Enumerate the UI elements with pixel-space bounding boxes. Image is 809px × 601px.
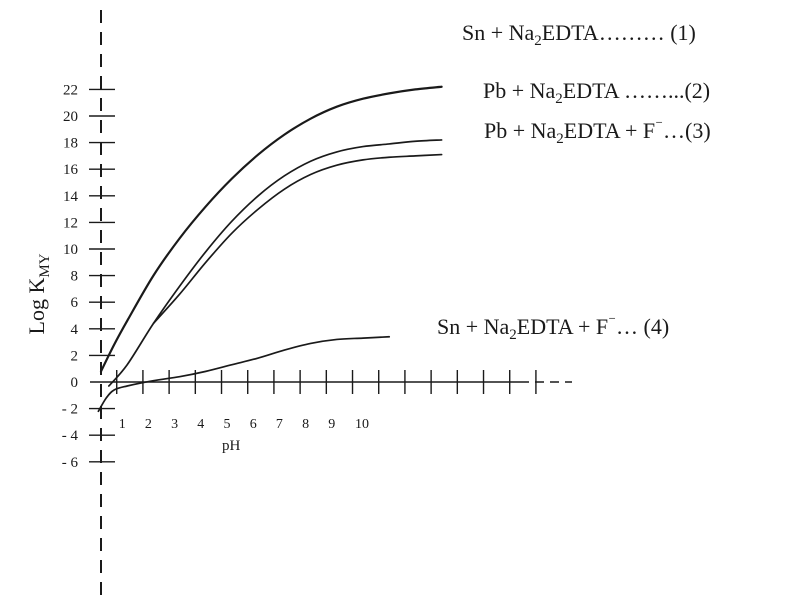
series-label-3: Pb + Na2EDTA + F⁻…(3) xyxy=(484,118,711,147)
series-label-part: EDTA ……...(2) xyxy=(563,78,710,103)
series-label-part: … (4) xyxy=(616,314,669,339)
y-tick-label: 6 xyxy=(71,295,79,311)
y-tick-label: 22 xyxy=(63,82,78,98)
y-tick-label: 20 xyxy=(63,109,78,125)
series-label-part: 2 xyxy=(555,91,563,107)
x-tick-label: 7 xyxy=(276,417,283,432)
y-tick-label: 14 xyxy=(63,189,79,205)
y-tick-label: 0 xyxy=(71,375,79,391)
series-label-part: Sn + Na xyxy=(437,314,510,339)
x-axis-label: pH xyxy=(222,438,241,454)
series-label-part: …(3) xyxy=(663,118,711,143)
axes xyxy=(90,10,572,601)
series-label-part: 2 xyxy=(509,327,517,343)
series-label-part: ⁻ xyxy=(655,118,663,134)
x-tick-label: 4 xyxy=(197,417,204,432)
series-label-part: EDTA + F xyxy=(517,314,608,339)
y-axis-label-sub: MY xyxy=(37,253,53,277)
y-tick-label: 4 xyxy=(71,322,79,338)
series-label-part: EDTA + F xyxy=(564,118,655,143)
x-tick-label: 9 xyxy=(328,417,335,432)
series-label-part: Pb + Na xyxy=(483,78,556,103)
x-tick-label: 1 xyxy=(119,417,126,432)
series-line-3 xyxy=(152,153,443,325)
x-tick-label: 6 xyxy=(250,417,257,432)
y-tick-label: - 4 xyxy=(62,428,79,444)
series-label-4: Sn + Na2EDTA + F⁻… (4) xyxy=(437,314,669,343)
y-tick-label: 18 xyxy=(63,136,78,152)
series-label-part: Pb + Na xyxy=(484,118,557,143)
y-tick-label: - 2 xyxy=(62,402,78,418)
series-label-part: 2 xyxy=(556,131,564,147)
x-tick-label: 5 xyxy=(224,417,231,432)
y-tick-label: - 6 xyxy=(62,455,79,471)
series-lines xyxy=(97,85,443,413)
series-label-1: Sn + Na2EDTA……… (1) xyxy=(462,20,696,49)
y-tick-label: 10 xyxy=(63,242,78,258)
series-line-1 xyxy=(99,85,443,373)
y-axis-label-main: Log K xyxy=(24,278,49,335)
x-tick-label: 8 xyxy=(302,417,309,432)
y-axis-label: Log KMY xyxy=(24,253,53,334)
y-tick-label: 2 xyxy=(71,348,79,364)
x-tick-label: 3 xyxy=(171,417,178,432)
x-tick-label: 2 xyxy=(145,417,152,432)
series-label-part: 2 xyxy=(534,33,542,49)
series-line-4 xyxy=(97,335,391,413)
series-line-2 xyxy=(108,139,443,387)
y-tick-label: 8 xyxy=(71,269,79,285)
series-label-part: ⁻ xyxy=(608,314,616,330)
series-label-part: EDTA……… (1) xyxy=(542,20,696,45)
series-label-2: Pb + Na2EDTA ……...(2) xyxy=(483,78,710,107)
series-label-part: Sn + Na xyxy=(462,20,535,45)
y-tick-label: 16 xyxy=(63,162,79,178)
series-labels: Sn + Na2EDTA……… (1)Pb + Na2EDTA ……...(2)… xyxy=(437,20,711,343)
x-tick-label: 10 xyxy=(355,417,369,432)
y-tick-label: 12 xyxy=(63,215,78,231)
